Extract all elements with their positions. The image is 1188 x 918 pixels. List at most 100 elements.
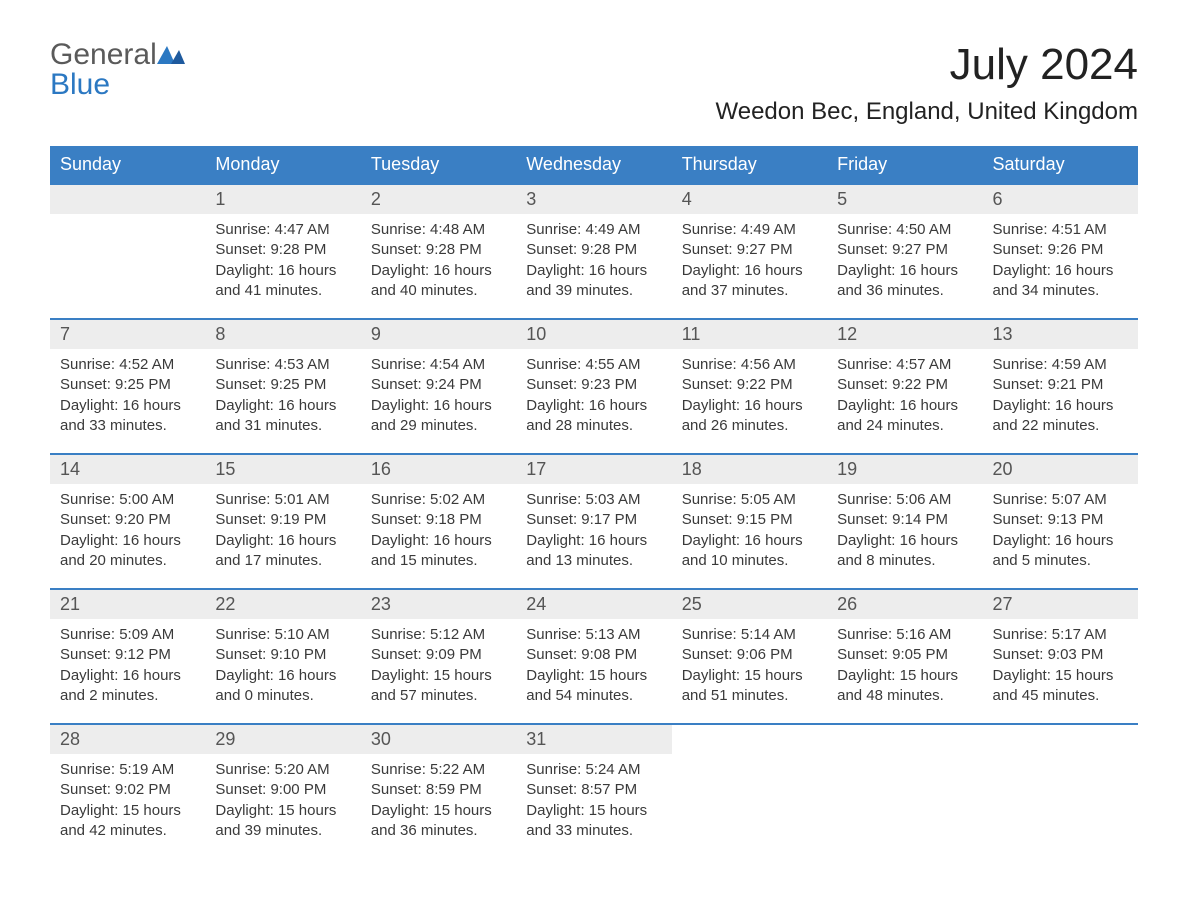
brand-flag-icon [157,42,185,64]
sunrise-line: Sunrise: 5:19 AM [60,760,195,780]
daylight-line-1: Daylight: 15 hours [60,801,195,821]
sunset-line: Sunset: 9:18 PM [371,510,506,530]
sunset-line: Sunset: 9:20 PM [60,510,195,530]
day-cell: 16Sunrise: 5:02 AMSunset: 9:18 PMDayligh… [361,454,516,589]
daylight-line-1: Daylight: 16 hours [215,261,350,281]
sunrise-line: Sunrise: 5:05 AM [682,490,817,510]
daylight-line-1: Daylight: 15 hours [837,666,972,686]
day-cell: 7Sunrise: 4:52 AMSunset: 9:25 PMDaylight… [50,319,205,454]
day-details: Sunrise: 5:22 AMSunset: 8:59 PMDaylight:… [361,754,516,847]
day-cell: 2Sunrise: 4:48 AMSunset: 9:28 PMDaylight… [361,184,516,319]
daylight-line-1: Daylight: 16 hours [837,261,972,281]
sunrise-line: Sunrise: 4:49 AM [682,220,817,240]
empty-day-cell [672,724,827,859]
day-number: 1 [205,185,360,214]
day-number: 2 [361,185,516,214]
daylight-line-1: Daylight: 16 hours [682,396,817,416]
sunrise-line: Sunrise: 4:56 AM [682,355,817,375]
day-details: Sunrise: 5:02 AMSunset: 9:18 PMDaylight:… [361,484,516,577]
daylight-line-1: Daylight: 15 hours [371,801,506,821]
sunrise-line: Sunrise: 5:06 AM [837,490,972,510]
sunrise-line: Sunrise: 5:07 AM [993,490,1128,510]
title-block: July 2024 Weedon Bec, England, United Ki… [716,40,1139,126]
daylight-line-1: Daylight: 16 hours [215,531,350,551]
day-details: Sunrise: 5:01 AMSunset: 9:19 PMDaylight:… [205,484,360,577]
weekday-header: Wednesday [516,146,671,184]
daylight-line-2: and 22 minutes. [993,416,1128,436]
daylight-line-1: Daylight: 16 hours [215,396,350,416]
day-details: Sunrise: 5:06 AMSunset: 9:14 PMDaylight:… [827,484,982,577]
week-row: 7Sunrise: 4:52 AMSunset: 9:25 PMDaylight… [50,319,1138,454]
daylight-line-2: and 31 minutes. [215,416,350,436]
day-cell: 24Sunrise: 5:13 AMSunset: 9:08 PMDayligh… [516,589,671,724]
weekday-header: Friday [827,146,982,184]
daylight-line-1: Daylight: 15 hours [682,666,817,686]
sunset-line: Sunset: 9:28 PM [215,240,350,260]
sunrise-line: Sunrise: 5:22 AM [371,760,506,780]
sunrise-line: Sunrise: 5:16 AM [837,625,972,645]
sunset-line: Sunset: 9:28 PM [526,240,661,260]
daylight-line-2: and 42 minutes. [60,821,195,841]
sunset-line: Sunset: 9:19 PM [215,510,350,530]
day-cell: 10Sunrise: 4:55 AMSunset: 9:23 PMDayligh… [516,319,671,454]
week-row: 21Sunrise: 5:09 AMSunset: 9:12 PMDayligh… [50,589,1138,724]
daylight-line-1: Daylight: 16 hours [993,531,1128,551]
daylight-line-1: Daylight: 16 hours [60,531,195,551]
day-details: Sunrise: 4:49 AMSunset: 9:27 PMDaylight:… [672,214,827,307]
day-number: 7 [50,320,205,349]
day-details: Sunrise: 4:47 AMSunset: 9:28 PMDaylight:… [205,214,360,307]
daylight-line-2: and 29 minutes. [371,416,506,436]
sunrise-line: Sunrise: 4:53 AM [215,355,350,375]
day-cell: 12Sunrise: 4:57 AMSunset: 9:22 PMDayligh… [827,319,982,454]
sunset-line: Sunset: 9:25 PM [215,375,350,395]
sunset-line: Sunset: 9:25 PM [60,375,195,395]
daylight-line-1: Daylight: 16 hours [993,261,1128,281]
day-cell: 1Sunrise: 4:47 AMSunset: 9:28 PMDaylight… [205,184,360,319]
daylight-line-1: Daylight: 16 hours [993,396,1128,416]
day-number: 27 [983,590,1138,619]
day-cell: 23Sunrise: 5:12 AMSunset: 9:09 PMDayligh… [361,589,516,724]
day-details: Sunrise: 4:51 AMSunset: 9:26 PMDaylight:… [983,214,1138,307]
day-cell: 26 Sunrise: 5:16 AMSunset: 9:05 PMDayligh… [827,589,982,724]
day-number: 24 [516,590,671,619]
sunrise-line: Sunrise: 4:55 AM [526,355,661,375]
page-header: General Blue July 2024 Weedon Bec, Engla… [50,40,1138,126]
weekday-header: Thursday [672,146,827,184]
sunset-line: Sunset: 9:05 PM [837,645,972,665]
day-number: 22 [205,590,360,619]
sunset-line: Sunset: 9:03 PM [993,645,1128,665]
brand-general: General [50,38,157,71]
daylight-line-2: and 2 minutes. [60,686,195,706]
week-row: 1Sunrise: 4:47 AMSunset: 9:28 PMDaylight… [50,184,1138,319]
daylight-line-1: Daylight: 16 hours [60,666,195,686]
day-number: 3 [516,185,671,214]
day-cell: 13Sunrise: 4:59 AMSunset: 9:21 PMDayligh… [983,319,1138,454]
brand-logo: General Blue [50,40,185,100]
day-number: 5 [827,185,982,214]
calendar-table: SundayMondayTuesdayWednesdayThursdayFrid… [50,146,1138,859]
sunrise-line: Sunrise: 5:09 AM [60,625,195,645]
empty-day-cell [50,184,205,319]
sunrise-line: Sunrise: 5:20 AM [215,760,350,780]
week-row: 28Sunrise: 5:19 AMSunset: 9:02 PMDayligh… [50,724,1138,859]
daylight-line-2: and 39 minutes. [215,821,350,841]
day-number: 6 [983,185,1138,214]
day-number: 26 [827,590,982,619]
sunrise-line: Sunrise: 5:10 AM [215,625,350,645]
daylight-line-2: and 28 minutes. [526,416,661,436]
daylight-line-2: and 36 minutes. [837,281,972,301]
day-details: Sunrise: 4:55 AMSunset: 9:23 PMDaylight:… [516,349,671,442]
daylight-line-2: and 15 minutes. [371,551,506,571]
day-details: Sunrise: 5:10 AMSunset: 9:10 PMDaylight:… [205,619,360,712]
weekday-header-row: SundayMondayTuesdayWednesdayThursdayFrid… [50,146,1138,184]
day-number: 31 [516,725,671,754]
location-text: Weedon Bec, England, United Kingdom [716,98,1139,126]
day-details: Sunrise: 4:53 AMSunset: 9:25 PMDaylight:… [205,349,360,442]
day-cell: 14Sunrise: 5:00 AMSunset: 9:20 PMDayligh… [50,454,205,589]
day-cell: 18Sunrise: 5:05 AMSunset: 9:15 PMDayligh… [672,454,827,589]
sunset-line: Sunset: 9:17 PM [526,510,661,530]
sunset-line: Sunset: 9:13 PM [993,510,1128,530]
sunrise-line: Sunrise: 5:12 AM [371,625,506,645]
daylight-line-2: and 39 minutes. [526,281,661,301]
day-details: Sunrise: 4:57 AMSunset: 9:22 PMDaylight:… [827,349,982,442]
